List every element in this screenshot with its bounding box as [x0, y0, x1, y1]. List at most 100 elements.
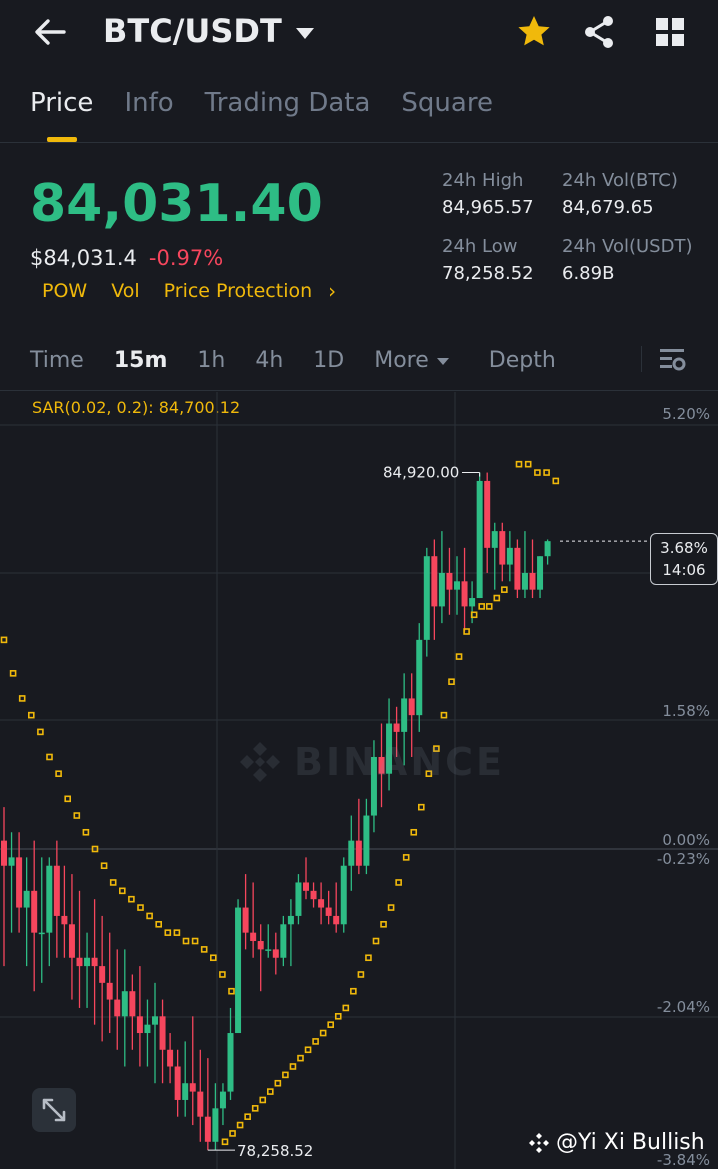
tab-trading-data[interactable]: Trading Data: [204, 88, 371, 118]
candle-body: [189, 1083, 196, 1092]
candle-body: [506, 547, 513, 565]
interval-time[interactable]: Time: [30, 348, 84, 373]
candle-body: [310, 890, 317, 900]
interval-4h[interactable]: 4h: [255, 348, 284, 373]
sar-dot: [37, 728, 44, 736]
sar-dot: [357, 971, 365, 978]
sar-dot: [100, 862, 108, 870]
tab-info[interactable]: Info: [124, 88, 174, 118]
sar-dot: [380, 920, 387, 928]
sar-dot: [173, 929, 181, 936]
expand-chart-icon[interactable]: [32, 1088, 76, 1132]
candle-body: [257, 941, 264, 950]
candle-body: [1, 840, 7, 866]
sar-dot: [91, 845, 99, 853]
section-tabs: Price Info Trading Data Square: [30, 88, 493, 128]
candle-body: [212, 1108, 219, 1142]
sar-dot: [266, 1088, 274, 1095]
interval-1d[interactable]: 1D: [313, 348, 345, 373]
high-marker-label: 84,920.00: [383, 464, 459, 482]
sar-dot: [501, 586, 508, 593]
candle-body: [46, 865, 53, 933]
sar-dot: [327, 1021, 335, 1028]
candle-body: [393, 723, 400, 732]
sar-dot: [342, 1004, 350, 1012]
interval-15m[interactable]: 15m: [113, 348, 168, 373]
sar-dot: [524, 460, 532, 468]
share-icon[interactable]: [579, 12, 619, 52]
low-marker-label: 78,258.52: [237, 1142, 313, 1160]
credit-text: @Yi Xi Bullish: [556, 1130, 705, 1155]
credit-watermark: @Yi Xi Bullish: [528, 1130, 705, 1155]
candle-body: [295, 882, 302, 916]
pair-title: BTC/USDT: [103, 12, 282, 50]
tab-square[interactable]: Square: [401, 88, 493, 118]
sar-dot: [274, 1079, 282, 1087]
interval-more[interactable]: More: [374, 348, 449, 373]
tab-price[interactable]: Price: [30, 88, 93, 128]
more-caret-icon: [436, 357, 449, 365]
sar-dot: [448, 678, 455, 685]
sar-dot: [82, 828, 90, 836]
sar-dot: [221, 1138, 229, 1146]
tag-vol[interactable]: Vol: [111, 280, 140, 302]
candle-body: [514, 547, 521, 590]
candle-body: [38, 932, 45, 935]
interval-more-label: More: [374, 348, 429, 373]
sar-dot: [372, 937, 380, 945]
chevron-right-icon[interactable]: ›: [328, 279, 337, 303]
interval-depth[interactable]: Depth: [488, 348, 556, 373]
sar-dot: [410, 828, 418, 836]
stats-col-right: 24h Vol(BTC) 84,679.65 24h Vol(USDT) 6.8…: [562, 170, 692, 284]
tabs-divider: [0, 142, 718, 143]
candle-body: [348, 840, 355, 866]
vol-btc-label: 24h Vol(BTC): [562, 170, 678, 191]
candle-body: [152, 1016, 158, 1025]
sar-dot: [552, 477, 560, 485]
candle-body: [408, 698, 415, 716]
chart-settings-icon[interactable]: [656, 344, 688, 376]
tag-row: POW Vol Price Protection ›: [42, 279, 336, 303]
price-chart[interactable]: 84,920.00 78,258.52 5.20% 1.58% 0.00%-0.23%…: [0, 392, 718, 1169]
sar-dot: [433, 745, 440, 752]
sar-dot: [402, 854, 410, 861]
candle-body: [23, 890, 30, 908]
sar-dot: [229, 1130, 236, 1137]
low-label: 24h Low: [442, 236, 518, 257]
sar-dot: [236, 1121, 244, 1129]
sar-dot: [365, 954, 372, 962]
star-icon[interactable]: [514, 12, 554, 52]
fiat-price: $84,031.4: [30, 246, 137, 270]
candle-body: [370, 756, 377, 816]
candle-body: [287, 915, 294, 925]
chart-top-divider: [0, 390, 718, 391]
tag-price-protection[interactable]: Price Protection: [163, 280, 313, 302]
candle-body: [219, 1091, 226, 1109]
candle-body: [204, 1116, 211, 1142]
extreme-markers: 84,920.00 78,258.52: [207, 464, 650, 1160]
grid-icon[interactable]: [650, 12, 690, 52]
sar-dot: [210, 954, 217, 962]
sar-dot: [9, 670, 17, 677]
pair-selector[interactable]: BTC/USDT: [103, 12, 314, 50]
back-arrow-icon[interactable]: [30, 12, 70, 52]
candle-body: [333, 915, 340, 925]
sar-dot: [64, 795, 71, 803]
watermark-text: BINANCE: [294, 740, 505, 784]
dropdown-caret-icon: [295, 27, 314, 39]
candle-body: [491, 531, 498, 548]
candle-body: [529, 572, 536, 590]
candle-body: [280, 924, 287, 958]
sar-dot: [73, 812, 81, 819]
interval-1h[interactable]: 1h: [197, 348, 226, 373]
candle-body: [454, 581, 460, 590]
candle-body: [136, 1016, 143, 1034]
candle-body: [423, 556, 430, 640]
tag-pow[interactable]: POW: [42, 280, 88, 302]
sar-dot: [191, 937, 199, 945]
candle-body: [106, 982, 113, 1000]
candle-body: [31, 890, 38, 933]
sar-dot: [534, 469, 541, 476]
candle-body: [76, 957, 83, 967]
sar-dot: [334, 1013, 342, 1020]
